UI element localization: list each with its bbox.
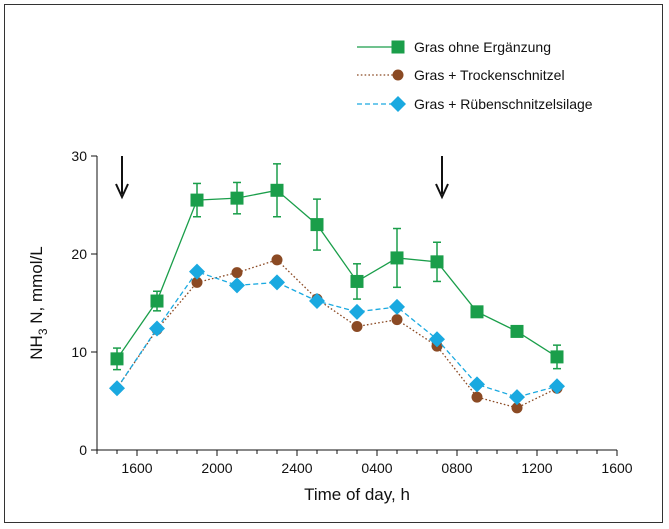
series-square — [110, 163, 564, 371]
data-point — [190, 193, 204, 207]
y-tick-label: 20 — [71, 246, 87, 262]
data-point — [350, 274, 364, 288]
data-point — [429, 331, 445, 348]
legend-label: Gras + Rübenschnitzelsilage — [414, 96, 593, 112]
y-axis-title-rest: N, mmol/L — [27, 246, 46, 328]
x-tick-label: 1600 — [601, 460, 632, 476]
data-point — [389, 298, 405, 315]
y-tick-label: 10 — [71, 344, 87, 360]
chart-frame — [4, 4, 663, 523]
series-group — [109, 163, 565, 414]
data-point — [430, 255, 444, 269]
y-tick-label: 0 — [79, 442, 87, 458]
data-point — [231, 267, 243, 279]
data-point — [191, 276, 203, 288]
data-point — [269, 274, 285, 291]
legend-marker — [391, 40, 405, 54]
y-axis-title-subscript: 3 — [36, 328, 50, 335]
data-point — [390, 251, 404, 265]
data-point — [511, 402, 523, 414]
y-tick-label: 30 — [71, 148, 87, 164]
feeding-arrow-head — [115, 183, 129, 200]
data-point — [271, 254, 283, 266]
x-tick-label: 1600 — [121, 460, 152, 476]
data-point — [510, 324, 524, 338]
series-circle — [111, 254, 563, 414]
series-line — [116, 270, 558, 398]
x-axis-title: Time of day, h — [304, 485, 410, 504]
x-tick-label: 2400 — [281, 460, 312, 476]
data-point — [469, 376, 485, 393]
y-axis-title-main: NH — [27, 335, 46, 360]
legend-marker — [392, 69, 404, 81]
series-line — [116, 259, 558, 409]
legend-label: Gras ohne Ergänzung — [414, 39, 551, 55]
series-diamond — [109, 263, 565, 406]
legend-label: Gras + Trockenschnitzel — [414, 67, 565, 83]
data-point — [349, 303, 365, 320]
data-point — [149, 320, 165, 337]
x-tick-label: 0400 — [361, 460, 392, 476]
data-point — [549, 378, 565, 395]
legend-marker — [390, 96, 406, 112]
legend: Gras ohne Ergänzung Gras + Trockenschnitz… — [357, 39, 593, 112]
data-point — [391, 314, 403, 326]
data-point — [110, 352, 124, 366]
series-line — [116, 189, 558, 360]
data-point — [230, 191, 244, 205]
data-point — [351, 321, 363, 333]
x-tick-label: 2000 — [201, 460, 232, 476]
data-point — [550, 350, 564, 364]
x-tick-label: 1200 — [521, 460, 552, 476]
x-tick-label: 0800 — [441, 460, 472, 476]
axes: 0 10 20 30 1600 2000 2400 0400 0800 1200 1600 — [71, 148, 632, 476]
data-point — [471, 391, 483, 403]
data-point — [310, 218, 324, 232]
feeding-arrow-head — [435, 183, 449, 200]
data-point — [150, 294, 164, 308]
data-point — [509, 389, 525, 406]
data-point — [470, 305, 484, 319]
data-point — [309, 293, 325, 310]
data-point — [229, 277, 245, 294]
data-point — [109, 380, 125, 397]
y-axis-title: NH3 N, mmol/L — [27, 246, 50, 359]
data-point — [189, 263, 205, 280]
data-point — [270, 183, 284, 197]
